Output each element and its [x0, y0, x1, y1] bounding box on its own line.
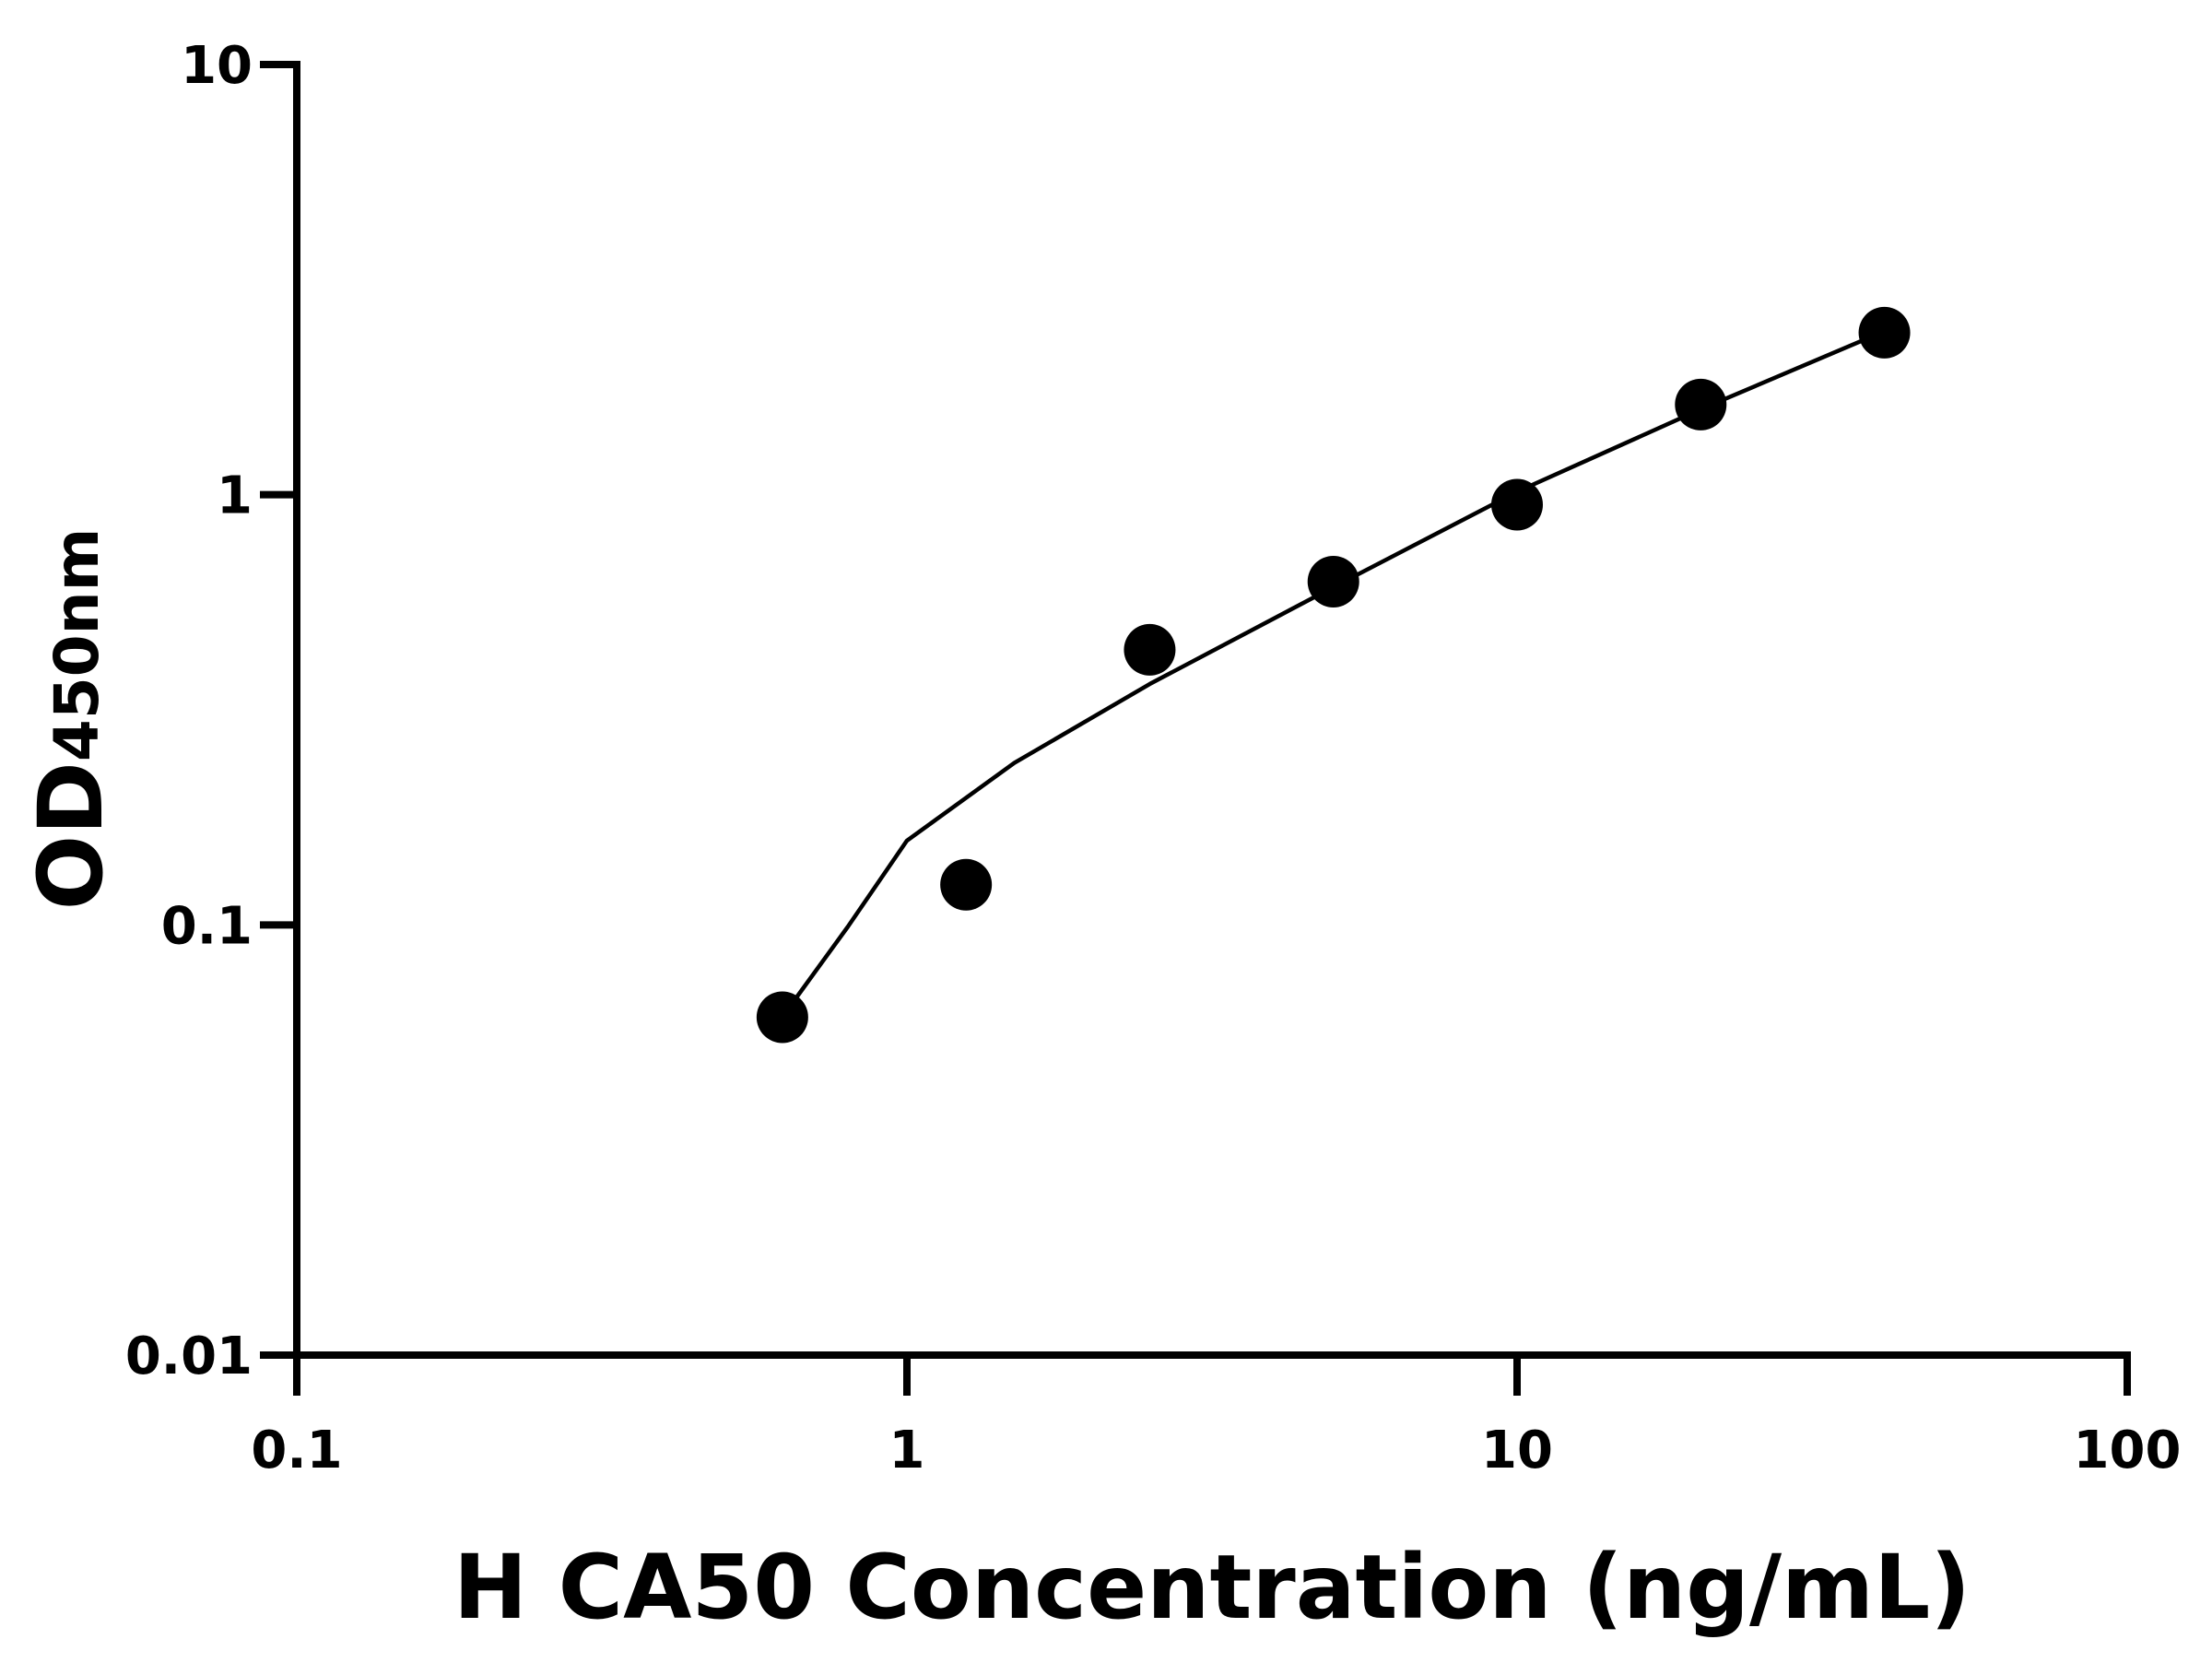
y-axis-title-subscript: 450nm — [41, 528, 112, 762]
data-point — [1491, 478, 1543, 531]
data-point — [1124, 623, 1176, 676]
y-tick-label: 1 — [217, 466, 253, 526]
y-tick-label: 0.01 — [125, 1327, 253, 1386]
y-axis-title: OD450nm — [19, 528, 123, 911]
x-tick-label: 100 — [2074, 1421, 2182, 1480]
data-point — [756, 991, 808, 1044]
x-tick-label: 1 — [889, 1421, 925, 1480]
data-point — [1675, 378, 1727, 430]
data-point — [940, 858, 993, 911]
data-point — [1307, 555, 1359, 607]
x-axis-title: H CA50 Concentration (ng/mL) — [453, 1536, 1971, 1639]
y-tick-label: 0.1 — [161, 896, 253, 956]
x-tick-label: 10 — [1481, 1421, 1553, 1480]
fit-curve — [794, 329, 1886, 998]
y-axis-title-main: OD — [19, 761, 123, 910]
x-tick-label: 0.1 — [251, 1421, 342, 1480]
data-point — [1858, 306, 1911, 359]
y-tick-label: 10 — [181, 36, 253, 96]
